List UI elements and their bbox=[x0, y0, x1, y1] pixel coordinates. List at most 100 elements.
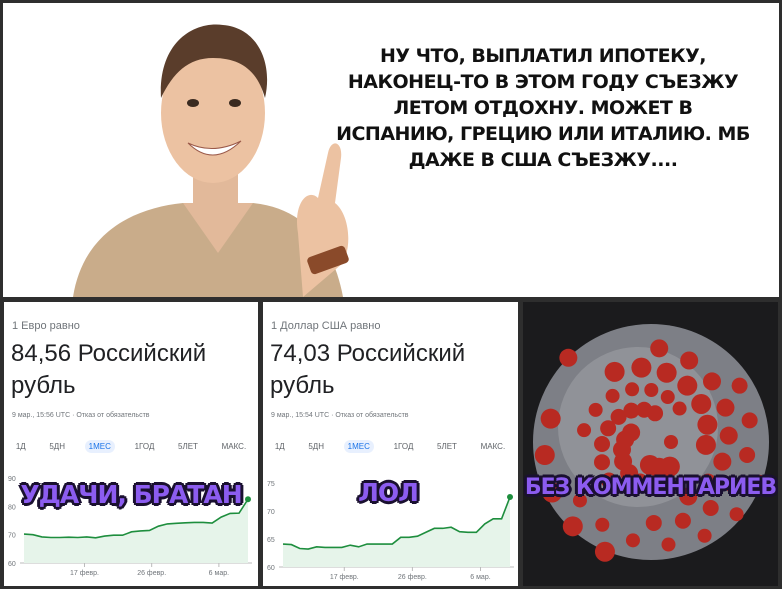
last-point bbox=[507, 494, 513, 500]
x-tick-label: 6 мар. bbox=[209, 570, 229, 577]
y-tick-label: 60 bbox=[8, 561, 16, 568]
spike-protein bbox=[702, 499, 719, 516]
last-point bbox=[245, 496, 251, 503]
spike-protein bbox=[577, 423, 592, 438]
spike-protein bbox=[725, 477, 742, 494]
spike-protein bbox=[664, 435, 678, 449]
spike-protein bbox=[605, 388, 620, 403]
tab-1m[interactable]: 1МЕС bbox=[343, 440, 374, 453]
y-tick-label: 70 bbox=[267, 509, 275, 516]
spike-protein bbox=[604, 361, 625, 382]
spike-protein bbox=[534, 445, 555, 466]
spike-protein bbox=[661, 537, 676, 552]
coronavirus-image bbox=[533, 324, 769, 562]
spike-protein bbox=[647, 405, 664, 422]
spike-protein bbox=[595, 517, 610, 532]
tab-5y[interactable]: 5ЛЕТ bbox=[178, 442, 198, 451]
tab-5d[interactable]: 5ДН bbox=[49, 442, 66, 451]
spike-protein bbox=[631, 357, 652, 378]
spike-protein bbox=[588, 402, 603, 417]
euro-value: 84,56 Российский рубль bbox=[11, 340, 207, 399]
spike-protein bbox=[562, 516, 583, 537]
spike-protein bbox=[644, 383, 659, 398]
euro-rate-panel: 1 Евро равно 84,56 Российский рубль 9 ма… bbox=[4, 302, 258, 586]
spike-protein bbox=[719, 426, 738, 445]
overlay-text: БЕЗ КОММЕНТАРИЕВ bbox=[524, 475, 777, 500]
spike-protein bbox=[752, 474, 767, 489]
spike-protein bbox=[695, 434, 716, 455]
y-tick-label: 80 bbox=[8, 504, 16, 511]
spike-protein bbox=[702, 372, 721, 391]
usd-date: 9 мар., 15:54 UTC · Отказ от обязательст… bbox=[271, 412, 409, 419]
top-panel: Ну что, выплатил ипотеку, наконец-то в э… bbox=[3, 3, 779, 297]
series-line bbox=[23, 498, 249, 539]
y-tick-label: 60 bbox=[267, 565, 275, 572]
spike-protein bbox=[679, 487, 698, 506]
spike-protein bbox=[622, 423, 641, 442]
spike-protein bbox=[697, 414, 718, 435]
y-tick-label: 65 bbox=[267, 537, 275, 544]
x-tick-label: 6 мар. bbox=[470, 574, 490, 581]
spike-protein bbox=[731, 377, 748, 394]
overlay-text: УДАЧИ, БРАТАН bbox=[20, 480, 242, 509]
spike-protein bbox=[572, 493, 587, 508]
y-tick-label: 75 bbox=[267, 481, 275, 488]
spike-protein bbox=[656, 362, 677, 383]
spike-protein bbox=[559, 348, 578, 367]
meme-caption: Ну что, выплатил ипотеку, наконец-то в э… bbox=[336, 45, 750, 171]
spike-protein bbox=[625, 382, 640, 397]
usd-chart: 60 65 70 75 17 февр. 26 февр. 6 мар. bbox=[267, 481, 514, 581]
usd-rate-panel: 1 Доллар США равно 74,03 Российский рубл… bbox=[263, 302, 518, 586]
range-tabs: 1Д 5ДН 1МЕС 1ГОД 5ЛЕТ МАКС. bbox=[263, 440, 517, 453]
tab-1y[interactable]: 1ГОД bbox=[134, 442, 155, 451]
tab-1y[interactable]: 1ГОД bbox=[393, 442, 414, 451]
spike-protein bbox=[698, 473, 717, 492]
tab-1d[interactable]: 1Д bbox=[274, 442, 285, 451]
spike-protein bbox=[594, 435, 611, 452]
spike-protein bbox=[600, 472, 617, 489]
tab-5y[interactable]: 5ЛЕТ bbox=[437, 442, 457, 451]
euro-chart: 60 70 80 90 17 февр. 26 февр. 6 мар. bbox=[8, 476, 252, 577]
tab-max[interactable]: МАКС. bbox=[480, 442, 506, 451]
tab-1d[interactable]: 1Д bbox=[15, 442, 26, 451]
spike-protein bbox=[729, 507, 744, 522]
overlay-text: ЛОЛ bbox=[358, 478, 419, 507]
series-line bbox=[282, 496, 511, 550]
virus-panel: БЕЗ КОММЕНТАРИЕВ bbox=[523, 302, 778, 586]
x-tick-label: 26 февр. bbox=[398, 574, 427, 581]
area-fill bbox=[24, 499, 248, 563]
spike-protein bbox=[610, 408, 627, 425]
spike-protein bbox=[674, 512, 691, 529]
y-tick-label: 70 bbox=[8, 533, 16, 540]
tab-5d[interactable]: 5ДН bbox=[308, 442, 325, 451]
spike-protein bbox=[739, 447, 756, 464]
y-tick-label: 90 bbox=[8, 476, 16, 483]
spike-protein bbox=[713, 452, 732, 471]
spike-protein bbox=[625, 533, 640, 548]
spike-protein bbox=[594, 541, 615, 562]
spike-protein bbox=[600, 420, 617, 437]
spike-protein bbox=[542, 482, 563, 503]
spike-protein bbox=[716, 398, 735, 417]
spike-protein bbox=[697, 528, 712, 543]
spike-protein bbox=[645, 514, 662, 531]
euro-label: 1 Евро равно bbox=[12, 320, 80, 332]
spike-protein bbox=[660, 390, 675, 405]
smiling-man-pointing-image bbox=[73, 24, 349, 297]
x-tick-label: 26 февр. bbox=[137, 570, 166, 577]
x-tick-label: 17 февр. bbox=[330, 574, 359, 581]
spike-protein bbox=[691, 393, 712, 414]
usd-value: 74,03 Российский рубль bbox=[270, 340, 466, 399]
tab-max[interactable]: МАКС. bbox=[221, 442, 247, 451]
spike-protein bbox=[639, 454, 660, 475]
spike-protein bbox=[594, 454, 611, 471]
range-tabs: 1Д 5ДН 1МЕС 1ГОД 5ЛЕТ МАКС. bbox=[4, 440, 258, 453]
tab-1m[interactable]: 1МЕС bbox=[84, 440, 115, 453]
spike-protein bbox=[741, 412, 758, 429]
spike-protein bbox=[680, 351, 699, 370]
spike-protein bbox=[540, 408, 561, 429]
spike-protein bbox=[650, 339, 669, 358]
usd-label: 1 Доллар США равно bbox=[271, 320, 381, 332]
spike-protein bbox=[672, 401, 687, 416]
x-tick-label: 17 февр. bbox=[70, 570, 99, 577]
